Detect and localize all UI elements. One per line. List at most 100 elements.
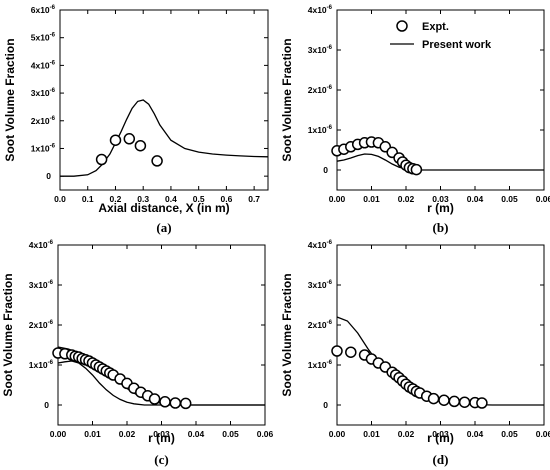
expt-point (476, 397, 488, 409)
y-tick-mantissa: 1x10 (308, 360, 327, 370)
x-tick-label: 0.04 (467, 194, 484, 204)
panel-c: 0.00 0.01 0.02 0.03 0.04 0.05 0.0601x10-62x10-… (1, 240, 274, 467)
y-tick-exponent: -6 (48, 280, 54, 286)
x-tick-label: 0.6 (220, 194, 232, 204)
x-tick-label: 0.7 (248, 194, 260, 204)
y-axis-title: Soot Volume Fraction (3, 38, 17, 161)
x-tick-label: 0.4 (165, 194, 177, 204)
y-tick-label: 0 (46, 171, 51, 181)
expt-point (123, 133, 136, 145)
y-tick-exponent: -6 (327, 280, 333, 286)
expt-point (331, 345, 343, 357)
y-tick-label: 4x10-6 (308, 240, 333, 250)
y-tick-mantissa: 4x10 (31, 60, 50, 70)
y-tick-mantissa: 3x10 (29, 280, 48, 290)
y-tick-mantissa: 5x10 (31, 33, 50, 43)
y-tick-exponent: -6 (327, 5, 333, 11)
y-tick-label: 2x10-6 (308, 320, 333, 330)
plot-frame (336, 9, 545, 191)
expt-point (148, 393, 161, 405)
y-tick-exponent: -6 (50, 116, 56, 122)
x-tick-label: 0.0 (54, 194, 66, 204)
y-tick-exponent: -6 (327, 85, 333, 91)
expt-point (410, 163, 423, 176)
x-tick-label: 0.01 (84, 429, 101, 439)
x-tick-label: 0.03 (153, 429, 170, 439)
y-tick-mantissa: 1x10 (31, 143, 50, 153)
y-tick-exponent: -6 (50, 88, 56, 94)
y-tick-mantissa: 3x10 (308, 45, 327, 55)
y-tick-mantissa: 3x10 (31, 88, 50, 98)
y-axis-title: Soot Volume Fraction (280, 38, 294, 161)
panel-a: 0.0 0.1 0.2 0.3 0.4 0.5 0.6 0.701x10-62x10-63x1… (3, 5, 269, 235)
y-tick-label: 3x10-6 (308, 45, 333, 55)
y-tick-mantissa: 2x10 (31, 116, 50, 126)
expt-point (458, 396, 471, 408)
y-tick-label: 1x10-6 (29, 360, 54, 370)
y-tick-label: 4x10-6 (308, 5, 333, 15)
x-tick-label: 0.06 (536, 429, 550, 439)
y-tick-mantissa: 4x10 (308, 240, 327, 250)
x-tick-label: 0.03 (432, 429, 449, 439)
y-tick-label: 5x10-6 (31, 33, 56, 43)
y-tick-mantissa: 4x10 (308, 5, 327, 15)
y-axis-title: Soot Volume Fraction (1, 273, 15, 396)
x-tick-label: 0.04 (467, 429, 484, 439)
y-tick-label: 1x10-6 (31, 143, 56, 153)
y-tick-label: 2x10-6 (31, 116, 56, 126)
x-tick-label: 0.00 (329, 429, 346, 439)
model-line (336, 153, 544, 171)
y-tick-label: 0 (323, 400, 328, 410)
y-tick-label: 3x10-6 (308, 280, 333, 290)
y-tick-mantissa: 6x10 (31, 5, 50, 15)
y-tick-exponent: -6 (50, 143, 56, 149)
x-axis-title: r (m) (148, 431, 175, 445)
expt-point (109, 134, 122, 146)
y-tick-exponent: -6 (327, 240, 333, 246)
y-tick-exponent: -6 (327, 45, 333, 51)
panel-letter: (c) (154, 452, 168, 467)
y-tick-label: 3x10-6 (31, 88, 56, 98)
x-tick-label: 0.02 (398, 429, 415, 439)
x-tick-label: 0.02 (398, 194, 415, 204)
y-tick-label: 2x10-6 (29, 320, 54, 330)
x-tick-label: 0.3 (137, 194, 149, 204)
x-tick-label: 0.06 (536, 194, 550, 204)
y-tick-label: 1x10-6 (308, 125, 333, 135)
x-tick-label: 0.01 (363, 194, 380, 204)
y-tick-exponent: -6 (327, 360, 333, 366)
plot-frame (59, 9, 269, 191)
x-tick-label: 0.5 (193, 194, 205, 204)
model-line (60, 99, 269, 177)
y-tick-exponent: -6 (50, 60, 56, 66)
expt-point (95, 153, 108, 166)
x-tick-label: 0.01 (363, 429, 380, 439)
panel-letter: (a) (156, 220, 171, 235)
y-tick-mantissa: 4x10 (29, 240, 48, 250)
y-tick-mantissa: 3x10 (308, 280, 327, 290)
y-tick-label: 3x10-6 (29, 280, 54, 290)
y-tick-label: 0 (44, 400, 49, 410)
x-axis-title: r (m) (427, 431, 454, 445)
legend-label-expt: Expt. (422, 21, 449, 33)
expt-point (179, 397, 192, 410)
x-tick-label: 0.04 (188, 429, 205, 439)
y-tick-exponent: -6 (327, 320, 333, 326)
expt-point (159, 396, 171, 408)
y-tick-exponent: -6 (48, 360, 54, 366)
y-axis-title: Soot Volume Fraction (280, 273, 294, 396)
y-tick-mantissa: 2x10 (308, 85, 327, 95)
x-tick-label: 0.00 (50, 429, 67, 439)
x-tick-label: 0.1 (82, 194, 94, 204)
legend-marker-expt (396, 20, 408, 32)
x-tick-label: 0.02 (119, 429, 136, 439)
y-tick-label: 0 (323, 165, 328, 175)
panel-letter: (b) (433, 220, 449, 235)
x-tick-label: 0.05 (501, 429, 518, 439)
expt-point (345, 346, 357, 358)
expt-point (448, 395, 461, 408)
panel-letter: (d) (433, 452, 449, 467)
y-tick-exponent: -6 (50, 5, 56, 11)
panel-d: 0.00 0.01 0.02 0.03 0.04 0.05 0.0601x10-62x10-… (280, 240, 550, 467)
